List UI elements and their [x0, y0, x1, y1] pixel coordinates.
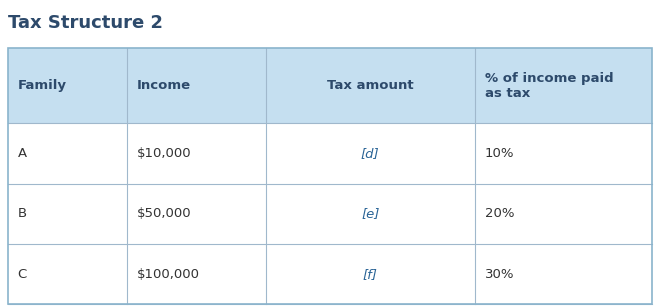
Bar [8, 244, 652, 304]
Bar [8, 124, 652, 184]
Text: Tax Structure 2: Tax Structure 2 [8, 14, 163, 32]
Text: Tax amount: Tax amount [327, 79, 414, 92]
Text: $10,000: $10,000 [137, 147, 191, 160]
Text: Income: Income [137, 79, 191, 92]
Bar [8, 184, 652, 244]
Text: [f]: [f] [363, 268, 378, 281]
Bar [8, 48, 652, 304]
Text: 20%: 20% [484, 207, 514, 220]
Text: 30%: 30% [484, 268, 514, 281]
Text: 10%: 10% [484, 147, 514, 160]
Bar [8, 48, 652, 124]
Text: B: B [18, 207, 26, 220]
Text: [e]: [e] [361, 207, 380, 220]
Text: Family: Family [18, 79, 67, 92]
Text: $100,000: $100,000 [137, 268, 200, 281]
Text: C: C [18, 268, 27, 281]
Text: A: A [18, 147, 26, 160]
Text: [d]: [d] [361, 147, 380, 160]
Text: % of income paid
as tax: % of income paid as tax [484, 71, 613, 99]
Text: $50,000: $50,000 [137, 207, 191, 220]
